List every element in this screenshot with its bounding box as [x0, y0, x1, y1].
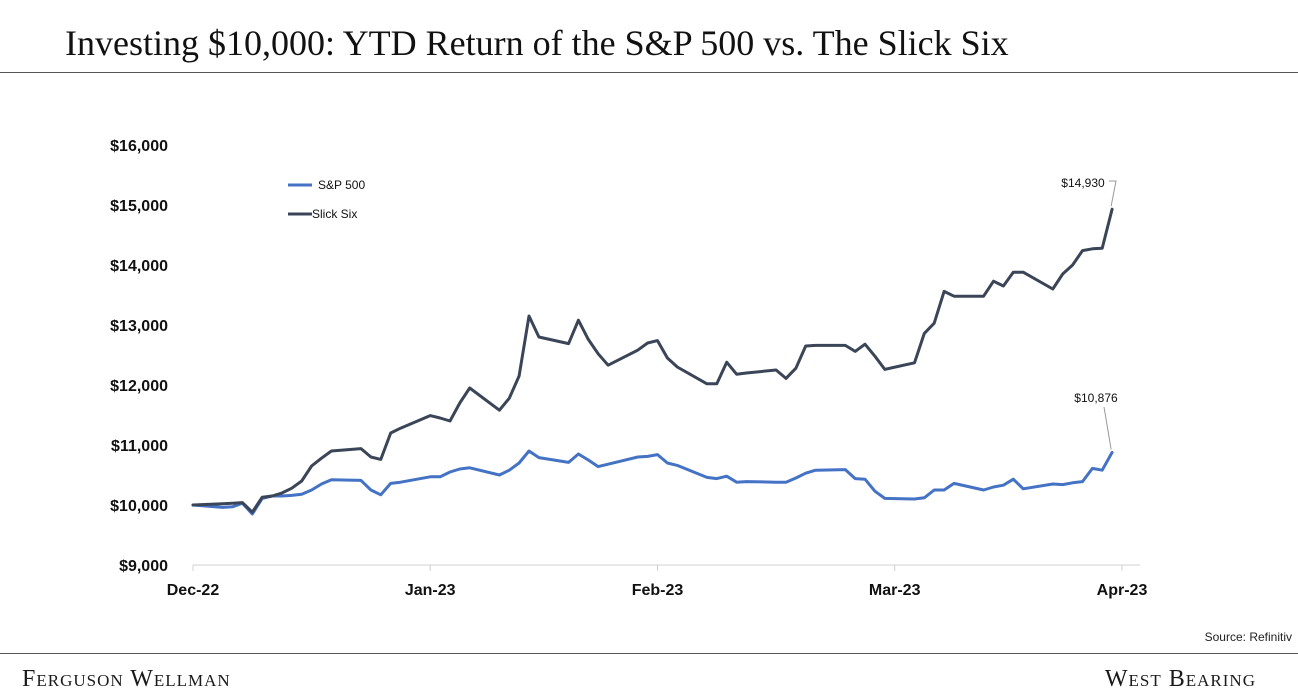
y-tick-label: $11,000: [111, 438, 168, 455]
x-tick-label: Mar-23: [869, 582, 921, 599]
legend-label: S&P 500: [318, 178, 365, 192]
y-tick-label: $13,000: [110, 318, 168, 335]
y-axis-ticks: $9,000 $10,000 $11,000 $12,000 $13,000 $14,00…: [110, 138, 168, 575]
series-line-s-p-500: [191, 449, 1114, 516]
y-tick-label: $15,000: [110, 198, 168, 215]
x-tick-label: Dec-22: [167, 582, 220, 599]
x-axis-ticks: Dec-22 Jan-23 Feb-23 Mar-23 Apr-23: [167, 565, 1148, 599]
legend-label: Slick Six: [312, 207, 357, 221]
series-lines: [191, 207, 1114, 516]
y-tick-label: $10,000: [110, 498, 168, 515]
y-tick-label: $12,000: [110, 378, 168, 395]
header-divider: [0, 72, 1298, 73]
y-tick-label: $16,000: [110, 138, 168, 155]
brand-right-logo: West Bearing: [1104, 666, 1256, 692]
footer-divider: [0, 653, 1298, 654]
x-tick-label: Jan-23: [405, 582, 456, 599]
y-tick-label: $9,000: [119, 558, 168, 575]
series-line-slick-six: [191, 207, 1114, 514]
leader-line: [1103, 406, 1112, 450]
line-chart: $9,000 $10,000 $11,000 $12,000 $13,000 $14,00…: [110, 138, 1148, 599]
data-label: $10,876: [1074, 391, 1118, 405]
x-tick-label: Apr-23: [1097, 582, 1148, 599]
source-note: Source: Refinitiv: [1204, 630, 1292, 644]
x-tick-label: Feb-23: [632, 582, 684, 599]
annotations: $14,930 $10,876: [1061, 176, 1118, 450]
data-label: $14,930: [1061, 176, 1105, 190]
brand-left-logo: Ferguson Wellman: [22, 666, 231, 692]
leader-line: [1109, 180, 1117, 207]
y-tick-label: $14,000: [110, 258, 168, 275]
legend: S&P 500 Slick Six: [288, 178, 365, 221]
chart-title: Investing $10,000: YTD Return of the S&P…: [65, 23, 1009, 63]
